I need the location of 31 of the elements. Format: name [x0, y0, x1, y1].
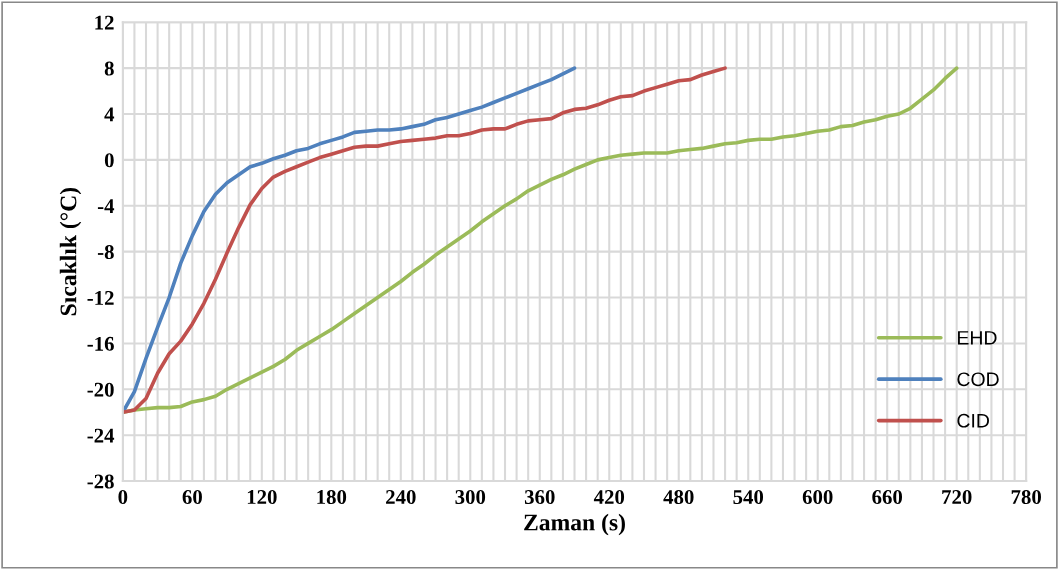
y-tick-label: -28 — [87, 474, 114, 489]
x-tick-label: 120 — [247, 490, 277, 505]
y-tick-label: 0 — [104, 153, 114, 168]
x-tick-label: 780 — [1011, 490, 1041, 505]
y-tick-label: 4 — [104, 107, 115, 122]
x-tick-label: 360 — [524, 490, 555, 505]
legend-label: COD — [957, 372, 999, 387]
legend-label: CID — [957, 413, 989, 428]
x-tick-label: 240 — [386, 490, 416, 505]
x-tick-label: 720 — [942, 490, 972, 505]
y-tick-label: 12 — [95, 15, 114, 30]
y-tick-label: 8 — [104, 61, 114, 76]
y-tick-label: -20 — [87, 382, 114, 397]
legend-label: EHD — [958, 331, 997, 345]
y-tick-label: -8 — [97, 245, 114, 260]
y-tick-label: -12 — [87, 290, 114, 305]
line-series — [122, 66, 727, 415]
x-tick-label: 180 — [317, 490, 347, 505]
x-tick-label: 300 — [455, 490, 486, 505]
x-tick-label: 420 — [593, 490, 625, 505]
x-tick-label: 660 — [872, 490, 903, 505]
y-tick-label: -24 — [87, 428, 115, 443]
y-axis-title: Sıcaklık (°C) — [59, 187, 82, 316]
y-tick-label: -16 — [87, 336, 114, 351]
x-tick-label: 600 — [802, 490, 833, 505]
x-axis-title: Zaman (s) — [524, 513, 625, 536]
x-tick-label: 540 — [733, 490, 764, 505]
x-tick-label: 60 — [182, 490, 202, 505]
y-tick-label: -4 — [97, 199, 115, 213]
x-tick-label: 0 — [118, 490, 128, 505]
x-tick-label: 480 — [663, 490, 694, 505]
